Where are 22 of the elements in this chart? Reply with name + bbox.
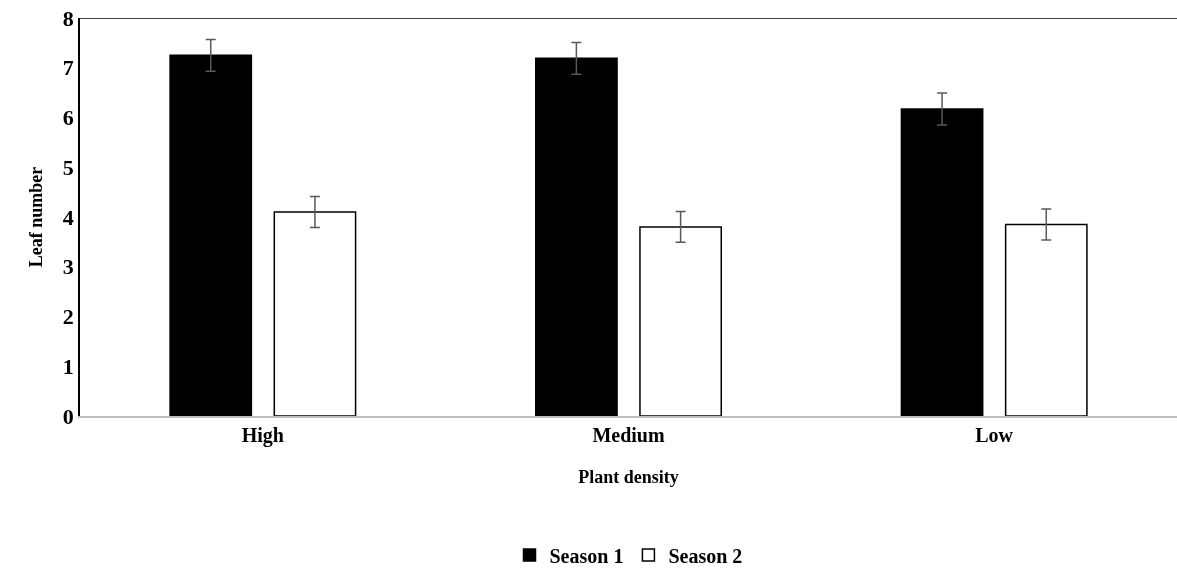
x-tick-label: High [241, 423, 284, 447]
bar [900, 108, 984, 416]
y-tick-label: 0 [62, 403, 74, 429]
y-tick-label: 3 [62, 254, 74, 280]
y-tick-label: 6 [62, 105, 74, 131]
x-tick-label: Low [975, 423, 1014, 446]
bar [1004, 223, 1088, 416]
bar [535, 57, 618, 416]
bar [273, 211, 357, 416]
legend-label: Season 1 [549, 544, 624, 567]
y-tick-label: 4 [62, 204, 74, 230]
y-tick-label: 2 [62, 304, 74, 330]
y-axis-title: Leaf number [25, 166, 46, 268]
y-tick-label: 8 [62, 5, 74, 31]
y-tick-label: 1 [62, 353, 74, 379]
x-axis-title: Plant density [578, 467, 679, 488]
bar [639, 226, 722, 416]
y-tick-label: 5 [62, 154, 74, 180]
bar [169, 54, 253, 416]
y-tick-label: 7 [62, 55, 74, 81]
legend-label: Season 2 [668, 544, 743, 567]
x-tick-label: Medium [592, 423, 665, 446]
